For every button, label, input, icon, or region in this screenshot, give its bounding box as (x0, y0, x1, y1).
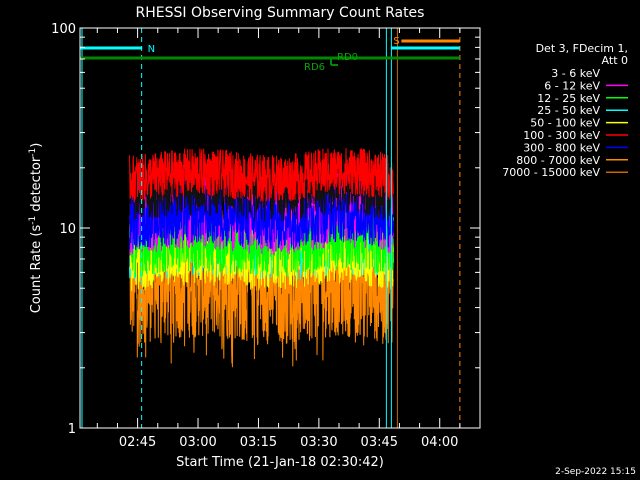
legend-label: 50 - 100 keV (530, 117, 600, 130)
legend-label: 300 - 800 keV (523, 141, 600, 154)
x-axis: 02:45 03:00 03:15 03:30 03:45 04:00 (96, 28, 481, 450)
annotation-label: S (393, 36, 399, 47)
legend-header: Det 3, FDecim 1, (536, 42, 628, 55)
plot-area: N RD0 RD6 S (80, 28, 461, 428)
x-axis-label: Start Time (21-Jan-18 02:30:42) (176, 455, 384, 470)
legend-label: 800 - 7000 keV (516, 154, 600, 167)
legend-label: 3 - 6 keV (551, 67, 600, 80)
annotation-label: N (148, 44, 155, 55)
legend-header: Att 0 (602, 54, 628, 67)
x-tick-label: 02:45 (119, 435, 156, 450)
x-tick-label: 04:00 (421, 435, 458, 450)
y-tick-label: 100 (51, 22, 76, 37)
legend-label: 100 - 300 keV (523, 129, 600, 142)
x-tick-label: 03:15 (240, 435, 277, 450)
legend-label: 25 - 50 keV (537, 104, 600, 117)
x-tick-label: 03:00 (179, 435, 216, 450)
chart-title: RHESSI Observing Summary Count Rates (136, 5, 425, 21)
legend-label: 6 - 12 keV (544, 79, 600, 92)
footer-date: 2-Sep-2022 15:15 (555, 467, 636, 477)
annotation-label: RD0 (337, 52, 358, 63)
y-axis-label: Count Rate (s-1 detector-1) (28, 143, 44, 314)
annotation-label: RD6 (304, 62, 325, 73)
x-tick-label: 03:45 (361, 435, 398, 450)
y-axis: 1 10 100 (51, 22, 480, 437)
series-line (129, 147, 394, 203)
legend-label: 7000 - 15000 keV (502, 166, 600, 179)
y-tick-label: 1 (68, 422, 76, 437)
x-tick-label: 03:30 (300, 435, 337, 450)
legend-label: 12 - 25 keV (537, 92, 600, 105)
y-tick-label: 10 (59, 222, 76, 237)
